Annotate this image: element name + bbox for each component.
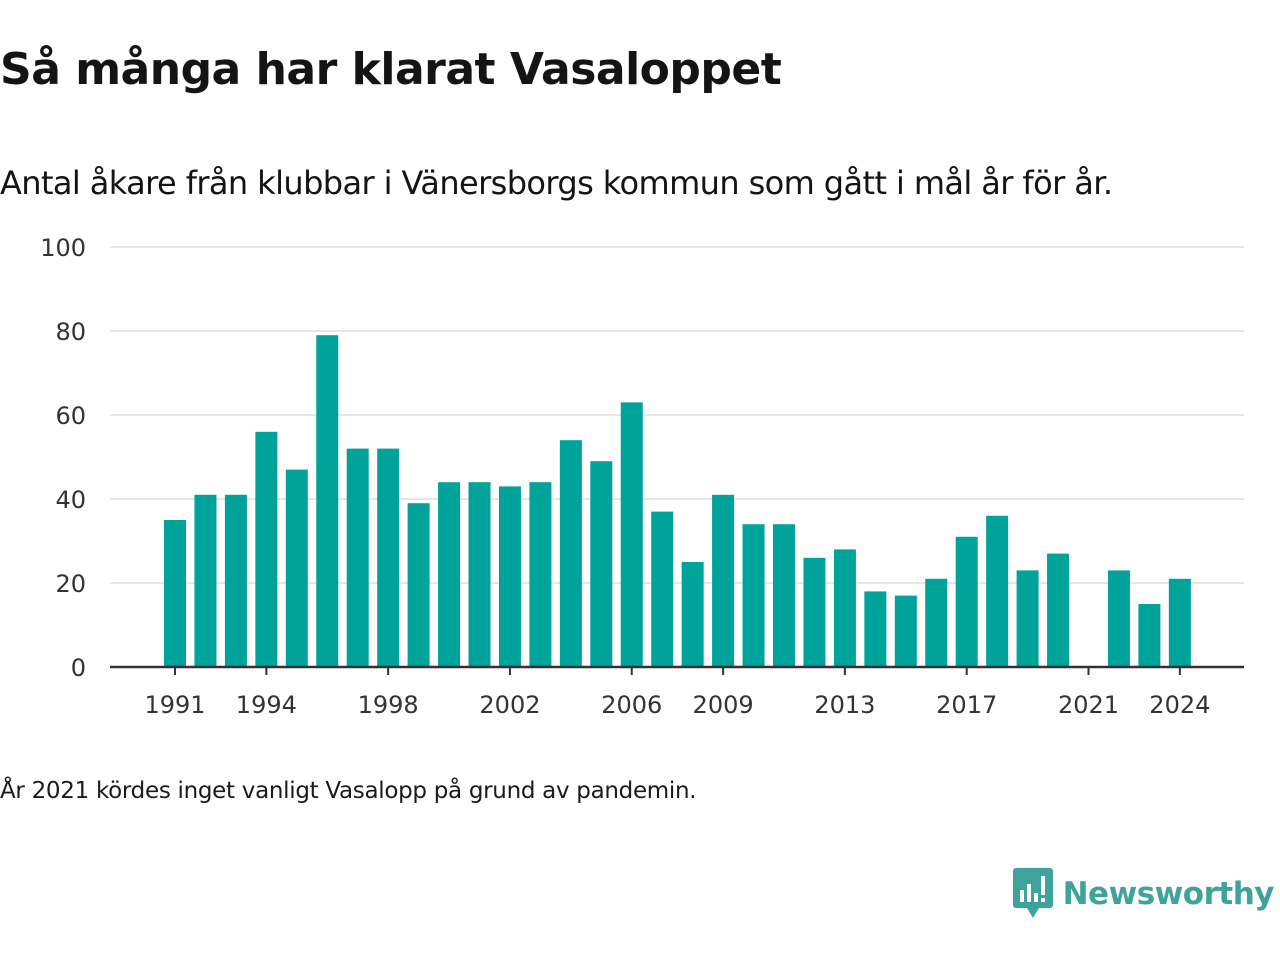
x-tick-label: 2017 — [936, 691, 997, 719]
bar-1996 — [316, 335, 339, 667]
x-tick-label: 1991 — [144, 691, 205, 719]
x-tick-label: 1998 — [358, 691, 419, 719]
brand-name: Newsworthy — [1062, 876, 1275, 912]
gridlines — [110, 246, 1244, 584]
y-tick-label: 20 — [55, 570, 86, 598]
bar-2008 — [681, 562, 704, 667]
bar-2016 — [925, 578, 948, 667]
y-tick-label: 80 — [55, 318, 86, 346]
chart-title: Så många har klarat Vasaloppet — [0, 44, 782, 95]
bar-chart: 0 20 40 60 80 100 1991 1994 1998 2002 2006 2009 201… — [40, 234, 1244, 719]
bar-1994 — [255, 431, 278, 667]
x-tick-label: 2021 — [1058, 691, 1119, 719]
newsworthy-logo-icon — [1012, 868, 1053, 918]
bars — [164, 335, 1191, 667]
y-tick-label: 60 — [55, 402, 86, 430]
x-axis-ticks: 1991 1994 1998 2002 2006 2009 2013 2017 2021 2024 — [144, 667, 1210, 719]
bar-2002 — [498, 486, 521, 667]
x-tick-label: 2013 — [814, 691, 875, 719]
bar-1993 — [224, 494, 247, 667]
bar-1991 — [164, 520, 186, 667]
bar-2024 — [1168, 578, 1191, 667]
x-tick-label: 1994 — [236, 691, 297, 719]
y-tick-label: 100 — [40, 234, 86, 262]
x-tick-label: 2006 — [601, 691, 662, 719]
bar-1997 — [346, 448, 369, 667]
y-axis-tick-labels: 0 20 40 60 80 100 — [40, 234, 86, 682]
bar-2012 — [803, 557, 826, 667]
bar-2005 — [590, 461, 613, 667]
bar-2010 — [742, 524, 765, 667]
bar-2011 — [773, 524, 795, 667]
bar-2022 — [1107, 570, 1130, 667]
bar-2014 — [864, 591, 887, 667]
bar-2003 — [529, 482, 552, 667]
bar-2004 — [559, 440, 582, 667]
bar-1992 — [194, 494, 217, 667]
bar-2013 — [833, 549, 856, 667]
footnote: År 2021 kördes inget vanligt Vasalopp på… — [0, 778, 697, 804]
bar-2018 — [986, 515, 1009, 667]
x-tick-label: 2009 — [693, 691, 754, 719]
bar-2000 — [438, 482, 461, 667]
bar-2009 — [712, 494, 735, 667]
y-tick-label: 40 — [55, 486, 86, 514]
bar-2015 — [894, 595, 917, 667]
bar-2006 — [620, 402, 643, 667]
bar-1998 — [377, 448, 400, 667]
bar-2019 — [1016, 570, 1039, 667]
newsworthy-brand: Newsworthy — [1012, 868, 1275, 920]
bar-2017 — [955, 536, 978, 667]
x-tick-label: 2024 — [1149, 691, 1210, 719]
y-tick-label: 0 — [71, 654, 86, 682]
bar-1995 — [285, 469, 308, 667]
bar-2020 — [1047, 553, 1070, 667]
bar-2007 — [651, 511, 674, 667]
bar-2023 — [1138, 604, 1161, 667]
chart-subtitle: Antal åkare från klubbar i Vänersborgs k… — [0, 164, 1113, 202]
bar-2001 — [468, 482, 491, 667]
bar-1999 — [407, 503, 430, 667]
x-tick-label: 2002 — [479, 691, 540, 719]
